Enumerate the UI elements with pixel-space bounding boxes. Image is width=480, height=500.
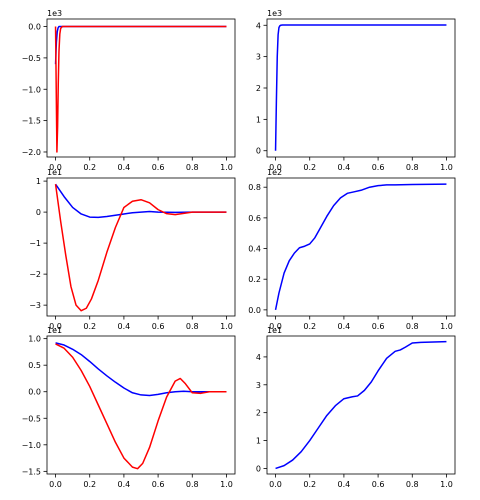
x-tick-label: 0.4: [118, 322, 131, 331]
y-tick-label: 2: [256, 409, 261, 418]
y-tick-label: 0.0: [28, 23, 41, 32]
x-tick-label: 0.4: [118, 480, 131, 489]
y-tick-label: 0.4: [248, 245, 261, 254]
x-tick-label: 0.6: [372, 163, 385, 172]
y-offset-label: 1e3: [267, 9, 282, 18]
x-tick-label: 0.0: [269, 480, 282, 489]
x-tick-label: 0.6: [372, 322, 385, 331]
x-tick-label: 1.0: [220, 322, 233, 331]
series-line-1: [274, 24, 447, 151]
subplot-1: 0.0 0.2 0.4 0.6 0.8 1.0 0.0 −0.5 −1.0 −1.5 −2.0 1e3: [22, 9, 236, 172]
x-tick-label: 1.0: [220, 163, 233, 172]
y-tick-label: 2: [256, 84, 261, 93]
y-tick-label: 0.6: [248, 214, 261, 223]
y-tick-label: 1: [36, 177, 41, 186]
x-tick-label: 0.2: [83, 480, 96, 489]
y-tick-label: 1: [256, 437, 261, 446]
axes-frame: [46, 177, 236, 317]
y-tick-label: −1.5: [22, 117, 41, 126]
series-line-2: [54, 25, 227, 153]
x-tick-label: 0.6: [372, 480, 385, 489]
x-tick-label: 1.0: [220, 480, 233, 489]
y-tick-label: 0: [256, 464, 261, 473]
x-tick-label: 0.2: [83, 322, 96, 331]
x-tick-label: 0.2: [83, 163, 96, 172]
x-tick-label: 0.8: [406, 322, 419, 331]
y-tick-label: 0.0: [248, 306, 261, 315]
x-tick-label: 0.4: [118, 163, 131, 172]
axes-frame: [266, 18, 456, 158]
y-tick-label: 1.0: [28, 335, 41, 344]
x-tick-label: 0.0: [269, 163, 282, 172]
subplot-3: 0.0 0.2 0.4 0.6 0.8 1.0 1 0 −1 −2 −3 1e1: [29, 168, 236, 331]
x-tick-label: 0.2: [303, 480, 316, 489]
subplot-4: 0.0 0.2 0.4 0.6 0.8 1.0 0.0 0.2 0.4 0.6 0.8 1e2: [248, 168, 456, 331]
y-tick-label: 0.8: [248, 183, 261, 192]
x-tick-label: 0.0: [49, 480, 62, 489]
x-tick-label: 0.8: [406, 480, 419, 489]
y-offset-label: 1e2: [267, 168, 282, 177]
y-tick-label: −1.0: [22, 85, 41, 94]
subplot-6: 0.0 0.2 0.4 0.6 0.8 1.0 0 1 2 3 4 1e1: [256, 326, 456, 489]
y-tick-label: 0.0: [28, 388, 41, 397]
y-tick-label: −3: [29, 301, 41, 310]
y-offset-label: 1e1: [267, 326, 282, 335]
y-offset-label: 1e3: [47, 9, 62, 18]
x-tick-label: 0.8: [186, 163, 199, 172]
y-tick-label: 0.5: [28, 361, 41, 370]
series-line-2: [55, 343, 227, 470]
y-tick-label: 0: [36, 208, 41, 217]
x-tick-label: 0.0: [49, 322, 62, 331]
y-tick-label: 4: [256, 21, 261, 30]
y-tick-label: −0.5: [22, 54, 41, 63]
y-tick-label: 0.2: [248, 275, 261, 284]
y-tick-label: −1.0: [22, 441, 41, 450]
series-line-1: [275, 340, 447, 470]
subplot-2: 0.0 0.2 0.4 0.6 0.8 1.0 0 1 2 3 4 1e3: [256, 9, 456, 172]
x-tick-label: 0.8: [406, 163, 419, 172]
y-offset-label: 1e1: [47, 168, 62, 177]
x-tick-label: 1.0: [440, 480, 453, 489]
y-tick-label: −2: [29, 270, 41, 279]
x-tick-label: 0.6: [152, 322, 165, 331]
y-tick-label: 4: [256, 353, 261, 362]
x-tick-label: 0.6: [152, 163, 165, 172]
y-offset-label: 1e1: [47, 326, 62, 335]
x-tick-label: 0.4: [338, 322, 351, 331]
y-tick-label: 3: [256, 381, 261, 390]
y-tick-label: 0: [256, 147, 261, 156]
x-tick-label: 0.8: [186, 480, 199, 489]
series-line-1: [55, 342, 227, 397]
axes-frame: [266, 335, 456, 475]
y-tick-label: 3: [256, 53, 261, 62]
x-tick-label: 0.4: [338, 163, 351, 172]
y-tick-label: −1: [29, 239, 41, 248]
axes-frame: [46, 18, 236, 158]
axes-frame: [46, 335, 236, 475]
x-tick-label: 0.2: [303, 163, 316, 172]
x-tick-label: 1.0: [440, 163, 453, 172]
series-line-1: [54, 25, 227, 65]
x-tick-label: 0.6: [152, 480, 165, 489]
x-tick-label: 0.0: [49, 163, 62, 172]
subplot-5: 0.0 0.2 0.4 0.6 0.8 1.0 1.0 0.5 0.0 −0.5 −1.0 −1.5 1…: [22, 326, 236, 489]
axes-frame: [266, 177, 456, 317]
x-tick-label: 0.4: [338, 480, 351, 489]
y-tick-label: −1.5: [22, 467, 41, 476]
x-tick-label: 1.0: [440, 322, 453, 331]
y-tick-label: 1: [256, 115, 261, 124]
series-line-2: [54, 184, 227, 312]
y-tick-label: −0.5: [22, 414, 41, 423]
series-line-1: [274, 183, 447, 311]
y-tick-label: −2.0: [22, 148, 41, 157]
x-tick-label: 0.2: [303, 322, 316, 331]
series-line-1: [54, 183, 227, 219]
x-tick-label: 0.8: [186, 322, 199, 331]
x-tick-label: 0.0: [269, 322, 282, 331]
